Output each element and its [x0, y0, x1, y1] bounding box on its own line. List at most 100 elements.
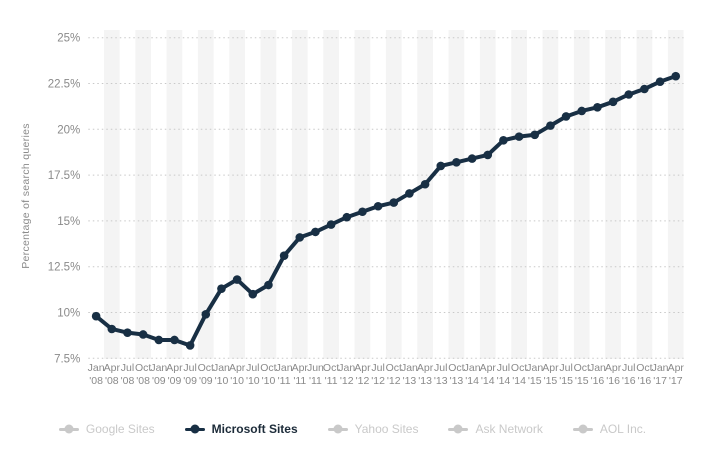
data-point[interactable] [420, 179, 430, 189]
data-point[interactable] [154, 335, 164, 345]
x-tick-label: Jul '14 [497, 362, 511, 387]
legend-item-label: Yahoo Sites [354, 422, 419, 436]
x-tick-label: Jun '11 [307, 362, 324, 387]
data-point[interactable] [546, 121, 555, 130]
legend-item-label: Google Sites [85, 422, 155, 436]
data-point[interactable] [107, 324, 117, 334]
data-point[interactable] [326, 220, 336, 229]
legend-marker-dot-icon [453, 424, 463, 434]
data-point[interactable] [232, 275, 242, 284]
x-tick-label: Jul '15 [559, 362, 573, 387]
data-point[interactable] [561, 112, 571, 121]
data-point[interactable] [671, 71, 681, 81]
data-point[interactable] [514, 132, 524, 141]
x-tick-label: Jul '08 [121, 362, 135, 387]
y-tick-label: 17.5% [48, 170, 81, 182]
x-tick-label: Oct '12 [386, 362, 402, 387]
data-point[interactable] [452, 157, 461, 167]
legend-item-google-sites[interactable]: Google Sites [58, 422, 155, 436]
x-tick-label: Jan '15 [526, 362, 543, 387]
data-point[interactable] [577, 106, 587, 116]
plot-band [448, 30, 465, 359]
data-point[interactable] [640, 84, 649, 94]
plot-band [229, 30, 245, 359]
legend-item-label: Microsoft Sites [211, 422, 298, 436]
legend-item-microsoft-sites[interactable]: Microsoft Sites [184, 422, 298, 436]
plot-band [385, 30, 402, 359]
data-point[interactable] [483, 150, 493, 160]
plot-band [479, 30, 496, 359]
plot-band [197, 30, 214, 359]
plot-band [291, 30, 308, 359]
x-tick-label: Apr '17 [668, 362, 685, 387]
data-point[interactable] [389, 198, 399, 207]
data-point[interactable] [342, 212, 352, 222]
data-point[interactable] [358, 207, 367, 217]
data-point[interactable] [123, 328, 132, 337]
x-tick-label: Oct '11 [323, 362, 339, 387]
data-point[interactable] [264, 280, 273, 290]
x-tick-label: Jan '12 [338, 362, 355, 387]
data-point[interactable] [608, 97, 618, 107]
data-point[interactable] [593, 103, 602, 112]
data-point[interactable] [655, 77, 665, 86]
x-tick-label: Apr '08 [104, 362, 121, 387]
legend-item-aol-inc[interactable]: AOL Inc. [572, 422, 647, 436]
data-point[interactable] [217, 284, 226, 293]
data-point[interactable] [530, 130, 540, 140]
x-tick-label: Jan '14 [464, 362, 481, 387]
data-point[interactable] [170, 335, 179, 345]
data-point[interactable] [138, 330, 148, 339]
x-tick-label: Apr '16 [605, 362, 622, 387]
x-tick-label: Jul '12 [371, 362, 385, 387]
data-point[interactable] [467, 154, 477, 163]
y-tick-label: 12.5% [48, 262, 81, 274]
plot-band [323, 30, 339, 359]
data-point[interactable] [248, 289, 258, 299]
data-point[interactable] [436, 161, 446, 171]
data-point[interactable] [185, 341, 195, 350]
x-tick-label: Apr '11 [292, 362, 309, 387]
data-point[interactable] [91, 311, 101, 321]
data-point[interactable] [201, 310, 211, 319]
x-tick-label: Apr '15 [542, 362, 559, 387]
y-tick-label: 22.5% [48, 79, 81, 91]
legend-item-yahoo-sites[interactable]: Yahoo Sites [327, 422, 419, 436]
data-point[interactable] [295, 233, 305, 242]
data-point[interactable] [405, 189, 414, 198]
y-tick-label: 15% [57, 216, 80, 228]
data-point[interactable] [499, 135, 508, 145]
plot-band [605, 30, 621, 359]
data-point[interactable] [311, 227, 320, 237]
x-tick-label: Jan '13 [401, 362, 418, 387]
x-tick-label: Apr '12 [354, 362, 371, 387]
x-tick-label: Oct '16 [636, 362, 652, 387]
legend-marker-icon [572, 424, 593, 434]
y-tick-label: 20% [57, 124, 80, 136]
data-point[interactable] [373, 201, 383, 211]
y-tick-label: 25% [57, 33, 80, 45]
x-tick-label: Jan '16 [589, 362, 606, 387]
x-tick-label: Jul '13 [434, 362, 448, 387]
x-tick-label: Oct '14 [511, 362, 527, 387]
data-point[interactable] [279, 251, 289, 261]
data-point[interactable] [624, 90, 634, 99]
plot-band [636, 30, 653, 359]
legend-marker-dot-icon [190, 424, 200, 434]
x-tick-label: Apr '10 [229, 362, 246, 387]
x-tick-label: Jul '09 [183, 362, 197, 387]
legend-item-label: Ask Network [475, 422, 543, 436]
plot-band [260, 30, 277, 359]
x-tick-label: Jul '10 [246, 362, 260, 387]
x-tick-label: Oct '15 [574, 362, 590, 387]
x-tick-label: Oct '13 [448, 362, 464, 387]
legend-item-label: AOL Inc. [599, 422, 647, 436]
y-tick-label: 7.5% [54, 353, 80, 365]
plot-band [667, 30, 684, 359]
legend-item-ask-network[interactable]: Ask Network [448, 422, 543, 436]
legend-marker-icon [184, 424, 205, 434]
x-tick-label: Jan '17 [652, 362, 669, 387]
legend-marker-dot-icon [64, 424, 74, 434]
plot-band [135, 30, 151, 359]
